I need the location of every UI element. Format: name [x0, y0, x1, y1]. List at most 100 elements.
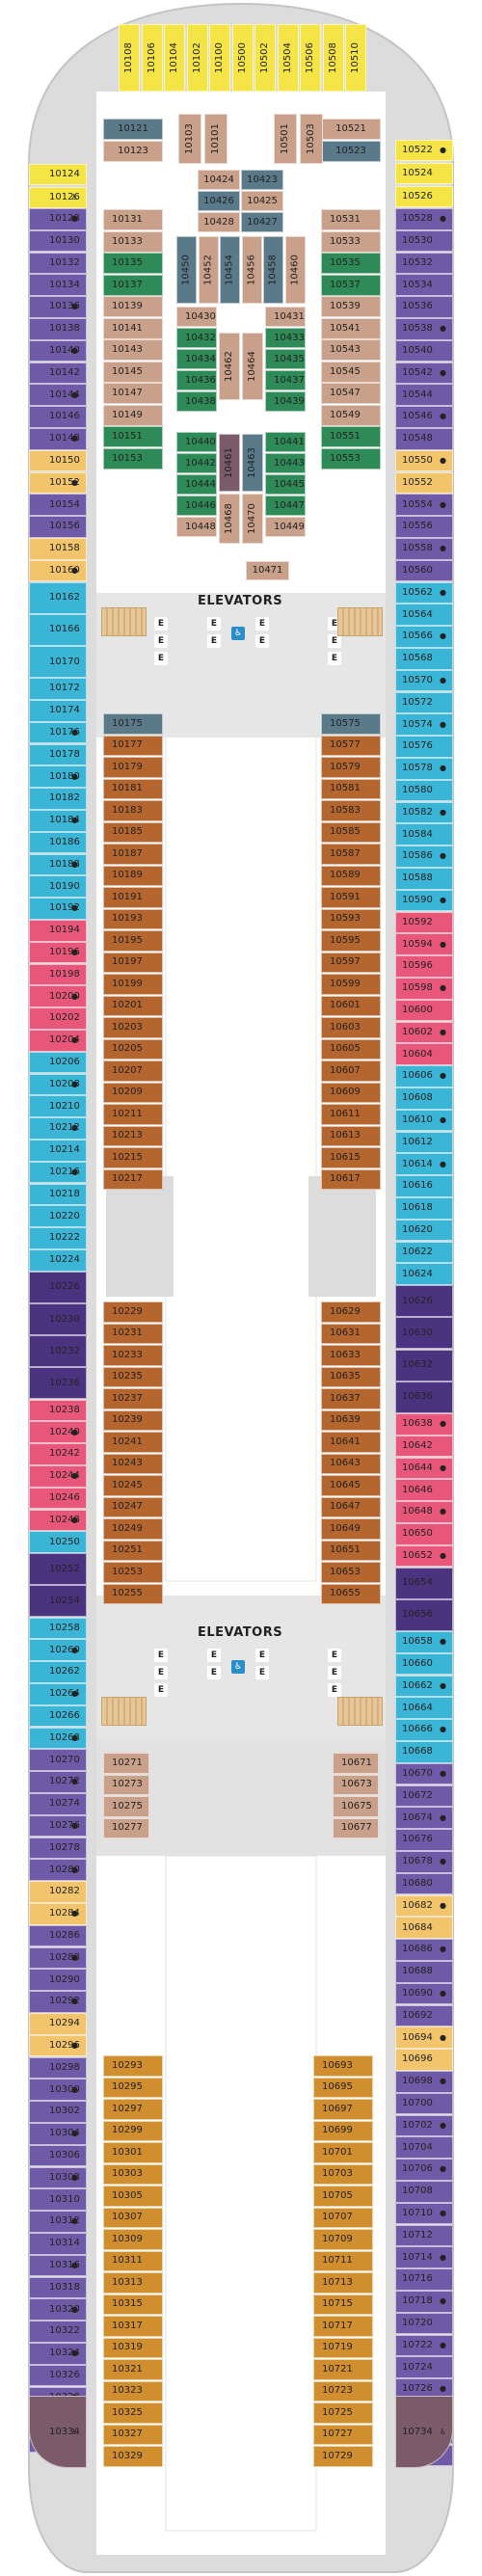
cabin-10662[interactable]: 10662 ● [395, 1675, 453, 1698]
cabin-10534[interactable]: 10534 [395, 274, 453, 296]
cabin-10699[interactable]: 10699 [313, 2120, 373, 2141]
cabin-10710[interactable]: 10710 ● [395, 2202, 453, 2225]
cabin-10624[interactable]: 10624 [395, 1263, 453, 1285]
cabin-10434[interactable]: 10434 [176, 349, 217, 369]
cabin-10552[interactable]: 10552 [395, 471, 453, 495]
cabin-10702[interactable]: 10702 ● [395, 2114, 453, 2137]
cabin-10641[interactable]: 10641 [321, 1432, 381, 1453]
cabin-10543[interactable]: 10543 [321, 339, 381, 361]
cabin-10156[interactable]: 10156 [29, 516, 87, 538]
cabin-10207[interactable]: 10207 [103, 1060, 163, 1082]
cabin-10189[interactable]: 10189 [103, 865, 163, 886]
cabin-10633[interactable]: 10633 [321, 1345, 381, 1366]
cabin-10176[interactable]: 10176 ● [29, 721, 87, 744]
cabin-10449[interactable]: 10449 [265, 517, 306, 537]
cabin-10316[interactable]: 10316 ● [29, 2254, 87, 2277]
cabin-10684[interactable]: 10684 [395, 1917, 453, 1939]
cabin-10680[interactable]: 10680 [395, 1872, 453, 1895]
cabin-10210[interactable]: 10210 [29, 1095, 87, 1117]
cabin-10153[interactable]: 10153 [103, 447, 163, 470]
cabin-10299[interactable]: 10299 [103, 2120, 163, 2141]
cabin-10528[interactable]: 10528 ● [395, 208, 453, 230]
cabin-10599[interactable]: 10599 [321, 974, 381, 995]
cabin-10506[interactable]: 10506 [300, 24, 321, 92]
cabin-10166[interactable]: 10166 [29, 613, 87, 646]
cabin-10671[interactable]: 10671 [333, 1753, 379, 1774]
cabin-10151[interactable]: 10151 [103, 426, 163, 447]
cabin-10197[interactable]: 10197 [103, 952, 163, 973]
cabin-10300[interactable]: 10300 ● [29, 2079, 87, 2101]
cabin-10635[interactable]: 10635 [321, 1366, 381, 1387]
cabin-10452[interactable]: 10452 [198, 236, 219, 304]
cabin-10629[interactable]: 10629 [321, 1301, 381, 1323]
cabin-10721[interactable]: 10721 [313, 2359, 373, 2380]
cabin-10532[interactable]: 10532 [395, 252, 453, 275]
cabin-10678[interactable]: 10678 ● [395, 1851, 453, 1873]
cabin-10522[interactable]: 10522 ● [395, 140, 453, 161]
cabin-10701[interactable]: 10701 [313, 2142, 373, 2163]
cabin-10325[interactable]: 10325 [103, 2402, 163, 2424]
cabin-10302[interactable]: 10302 [29, 2101, 87, 2123]
cabin-10220[interactable]: 10220 [29, 1205, 87, 1227]
cabin-10440[interactable]: 10440 [176, 432, 217, 452]
cabin-10554[interactable]: 10554 ● [395, 494, 453, 516]
cabin-10260[interactable]: 10260 ● [29, 1639, 87, 1661]
cabin-10244[interactable]: 10244 ● [29, 1465, 87, 1488]
cabin-10664[interactable]: 10664 [395, 1697, 453, 1719]
cabin-10232[interactable]: 10232 [29, 1335, 87, 1368]
cabin-10632[interactable]: 10632 [395, 1349, 453, 1382]
cabin-10603[interactable]: 10603 [321, 1017, 381, 1038]
cabin-10637[interactable]: 10637 [321, 1388, 381, 1409]
cabin-10614[interactable]: 10614 ● [395, 1153, 453, 1175]
cabin-10313[interactable]: 10313 [103, 2272, 163, 2294]
cabin-10660[interactable]: 10660 [395, 1652, 453, 1676]
cabin-10252[interactable]: 10252 [29, 1553, 87, 1586]
cabin-10108[interactable]: 10108 [119, 24, 140, 92]
cabin-10724[interactable]: 10724 [395, 2356, 453, 2378]
cabin-10643[interactable]: 10643 [321, 1453, 381, 1474]
cabin-10596[interactable]: 10596 [395, 955, 453, 978]
cabin-10471[interactable]: 10471 [246, 561, 289, 580]
cabin-10694[interactable]: 10694 ● [395, 2026, 453, 2049]
cabin-10307[interactable]: 10307 [103, 2207, 163, 2228]
cabin-10470[interactable]: 10470 [242, 494, 263, 544]
cabin-10590[interactable]: 10590 ● [395, 889, 453, 912]
cabin-10686[interactable]: 10686 ● [395, 1939, 453, 1961]
cabin-10329[interactable]: 10329 [103, 2446, 163, 2467]
cabin-10439[interactable]: 10439 [265, 391, 306, 412]
cabin-10682[interactable]: 10682 ● [395, 1894, 453, 1918]
cabin-10598[interactable]: 10598 ● [395, 978, 453, 1000]
cabin-10312[interactable]: 10312 ● [29, 2211, 87, 2233]
cabin-10192[interactable]: 10192 ● [29, 898, 87, 920]
cabin-10251[interactable]: 10251 [103, 1540, 163, 1561]
cabin-10268[interactable]: 10268 ● [29, 1727, 87, 1750]
cabin-10638[interactable]: 10638 ● [395, 1413, 453, 1436]
cabin-10591[interactable]: 10591 [321, 887, 381, 908]
cabin-10626[interactable]: 10626 [395, 1285, 453, 1318]
cabin-10433[interactable]: 10433 [265, 328, 306, 348]
cabin-10425[interactable]: 10425 [241, 191, 283, 211]
cabin-10722[interactable]: 10722 ● [395, 2334, 453, 2357]
cabin-10631[interactable]: 10631 [321, 1323, 381, 1344]
cabin-10428[interactable]: 10428 [198, 212, 240, 232]
cabin-10586[interactable]: 10586 ● [395, 845, 453, 868]
cabin-10334[interactable]: 10334 ♿ [29, 2396, 87, 2468]
cabin-10424[interactable]: 10424 [198, 170, 240, 190]
cabin-10639[interactable]: 10639 [321, 1409, 381, 1431]
cabin-10104[interactable]: 10104 [164, 24, 185, 92]
cabin-10196[interactable]: 10196 ● [29, 941, 87, 964]
cabin-10235[interactable]: 10235 [103, 1366, 163, 1387]
cabin-10308[interactable]: 10308 ● [29, 2166, 87, 2189]
cabin-10718[interactable]: 10718 ● [395, 2291, 453, 2313]
cabin-10436[interactable]: 10436 [176, 370, 217, 390]
cabin-10447[interactable]: 10447 [265, 496, 306, 516]
cabin-10675[interactable]: 10675 [333, 1796, 379, 1817]
cabin-10253[interactable]: 10253 [103, 1562, 163, 1583]
cabin-10723[interactable]: 10723 [313, 2380, 373, 2402]
cabin-10203[interactable]: 10203 [103, 1017, 163, 1038]
cabin-10674[interactable]: 10674 ● [395, 1807, 453, 1829]
cabin-10566[interactable]: 10566 ● [395, 626, 453, 648]
cabin-10158[interactable]: 10158 [29, 538, 87, 560]
cabin-10136[interactable]: 10136 ● [29, 296, 87, 318]
cabin-10311[interactable]: 10311 [103, 2250, 163, 2271]
